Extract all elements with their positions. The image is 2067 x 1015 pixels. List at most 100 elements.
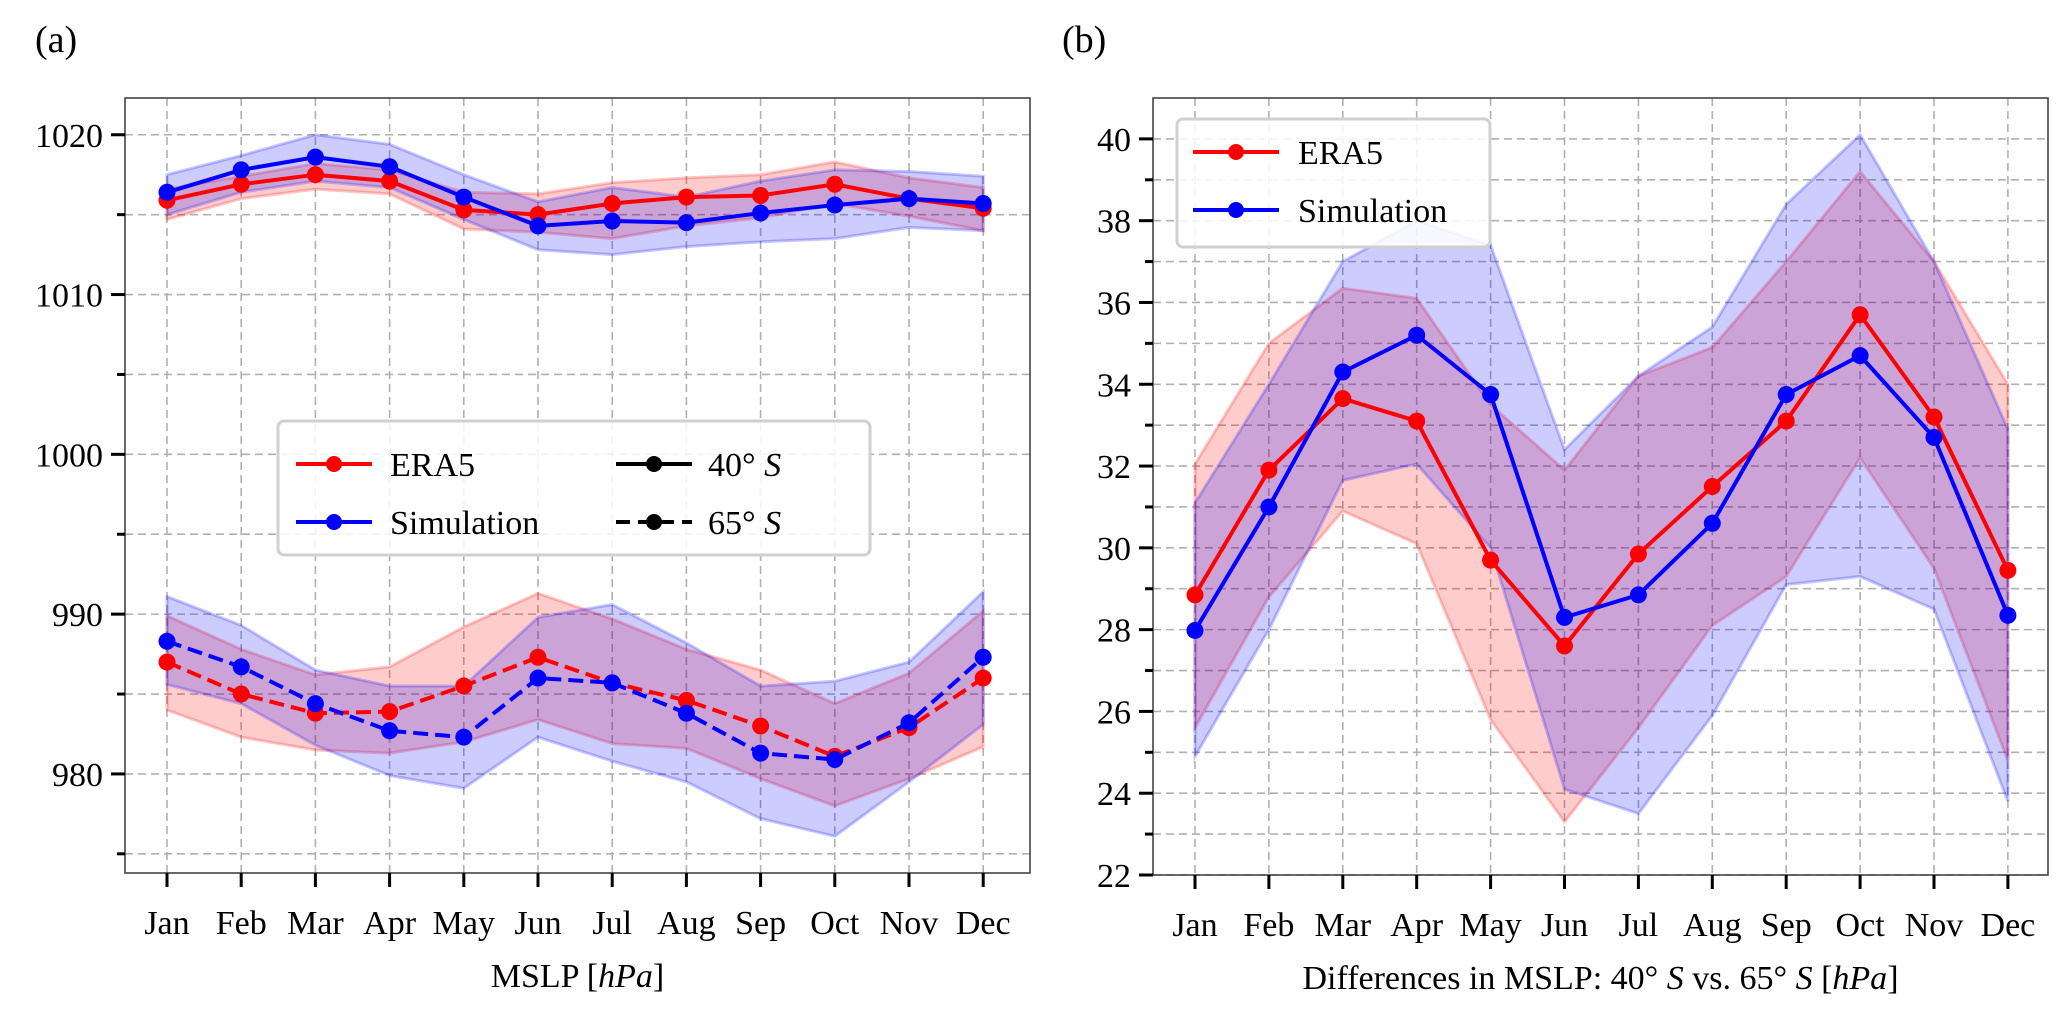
- y-tick-label: 22: [1097, 858, 1131, 895]
- uncertainty-bands: [1193, 132, 2010, 825]
- x-axis-label-part: S: [1667, 960, 1684, 997]
- data-point-era5: [1703, 478, 1721, 495]
- x-tick-label: Jul: [592, 905, 632, 942]
- x-axis-label: MSLP [hPa]: [491, 958, 665, 995]
- panel-label: (b): [1062, 19, 1106, 61]
- data-point-era5-40-s: [603, 194, 621, 212]
- x-tick-label: Jan: [1172, 907, 1217, 944]
- data-point-era5-40-s: [826, 175, 844, 193]
- series-line-era5: [1193, 311, 2010, 650]
- data-point-era5: [1408, 412, 1426, 430]
- data-point-simulation: [1851, 347, 1869, 365]
- x-tick-label: Aug: [1683, 907, 1742, 944]
- data-point-era5: [1186, 586, 1204, 604]
- panel-label: (a): [35, 19, 77, 61]
- series-line-simulation: [1193, 332, 2010, 632]
- x-tick-label: May: [1459, 907, 1521, 944]
- x-tick-label: Jan: [144, 905, 189, 942]
- series-line-era5-40-s: [166, 172, 984, 217]
- data-point-simulation: [1999, 606, 2017, 624]
- legend-label-part: 65°: [708, 505, 764, 542]
- legend-label: ERA5: [1298, 135, 1383, 172]
- x-tick-label: Apr: [363, 905, 417, 942]
- data-point-era5: [1334, 390, 1352, 408]
- data-point-era5: [1482, 551, 1500, 569]
- x-tick-label: Nov: [880, 905, 939, 942]
- data-point-simulation-40-s: [455, 188, 473, 206]
- data-point-simulation-65-s: [306, 695, 324, 713]
- y-tick-label: 1000: [35, 437, 103, 474]
- data-point-simulation-65-s: [974, 648, 992, 666]
- legend-label: 65° S: [708, 505, 781, 542]
- series-lines: [1186, 306, 2017, 655]
- data-point-era5: [1260, 461, 1278, 479]
- legend-label-part: 40°: [708, 447, 764, 484]
- y-tick-label: 24: [1097, 776, 1131, 813]
- data-point-simulation-40-s: [677, 214, 695, 232]
- band-simulation: [1193, 132, 2010, 816]
- y-tick-label: 40: [1097, 122, 1131, 159]
- data-point-era5-40-s: [752, 186, 770, 204]
- y-tick-label: 34: [1097, 367, 1131, 404]
- legend-marker-icon: [646, 456, 662, 472]
- x-tick-label: Jun: [514, 905, 561, 942]
- data-point-simulation-65-s: [529, 669, 547, 687]
- legend-label-part: S: [764, 505, 781, 542]
- data-point-era5: [1851, 306, 1869, 324]
- x-axis-label-part: vs. 65°: [1684, 960, 1796, 997]
- legend-marker-icon: [1228, 144, 1244, 160]
- data-point-simulation-65-s: [158, 632, 176, 650]
- legend-label-part: S: [764, 447, 781, 484]
- x-tick-label: Oct: [810, 905, 860, 942]
- grid: [125, 98, 1030, 873]
- data-point-era5: [1629, 545, 1647, 563]
- data-point-simulation: [1777, 385, 1795, 403]
- band-simulation-40-s: [165, 133, 985, 257]
- data-point-simulation-65-s: [752, 744, 770, 762]
- legend-marker-icon: [646, 514, 662, 530]
- x-tick-label: Sep: [735, 905, 786, 942]
- data-point-simulation: [1186, 621, 1204, 639]
- data-point-era5: [1556, 637, 1573, 655]
- legend-label: ERA5: [390, 447, 475, 484]
- data-point-simulation-65-s: [455, 728, 473, 746]
- data-point-era5-40-s: [232, 175, 250, 193]
- data-point-simulation-40-s: [826, 196, 844, 214]
- data-point-era5-65-s: [455, 677, 473, 695]
- x-tick-label: Dec: [956, 905, 1011, 942]
- data-point-simulation-65-s: [826, 751, 844, 769]
- x-tick-label: Nov: [1905, 907, 1964, 944]
- plot-frame: [124, 97, 1031, 874]
- x-axis-label-part: hPa: [1832, 960, 1887, 997]
- data-point-era5: [1777, 412, 1795, 430]
- y-tick-label: 36: [1097, 285, 1131, 322]
- legend-label: Simulation: [1298, 193, 1447, 230]
- data-point-era5-65-s: [158, 653, 176, 671]
- data-point-simulation: [1334, 363, 1352, 381]
- data-point-simulation-40-s: [381, 158, 399, 176]
- legend: ERA5 Simulation: [1175, 117, 1492, 249]
- y-tick-label: 38: [1097, 204, 1131, 241]
- y-tick-label: 980: [52, 757, 103, 794]
- x-tick-label: Oct: [1836, 907, 1886, 944]
- x-tick-label: Mar: [1314, 907, 1371, 944]
- legend-box: [276, 419, 872, 557]
- data-point-era5-65-s: [381, 703, 399, 721]
- data-point-simulation-65-s: [603, 674, 621, 692]
- series-line-simulation-65-s: [166, 639, 985, 762]
- x-axis-label-part: ]: [653, 958, 664, 995]
- data-point-simulation: [1703, 514, 1721, 532]
- x-axis-label-part: [: [1813, 960, 1833, 997]
- x-axis-label-part: Differences in MSLP: 40°: [1302, 960, 1666, 997]
- x-axis-label: Differences in MSLP: 40° S vs. 65° S [hP…: [1302, 960, 1898, 997]
- data-point-simulation: [1556, 608, 1573, 626]
- data-point-simulation-40-s: [752, 204, 770, 222]
- band-era5: [1193, 169, 2010, 825]
- y-tick-label: 30: [1097, 531, 1131, 568]
- y-tick-label: 1010: [35, 278, 103, 315]
- data-point-simulation-65-s: [677, 704, 695, 722]
- data-point-simulation-40-s: [306, 148, 324, 166]
- data-point-era5-65-s: [974, 669, 992, 687]
